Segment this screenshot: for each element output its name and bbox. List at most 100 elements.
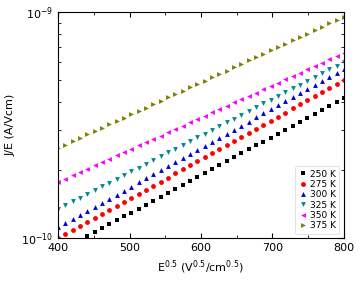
275 K: [151, 184, 156, 187]
250 K: [173, 187, 177, 191]
325 K: [158, 155, 163, 158]
325 K: [188, 139, 192, 143]
375 K: [180, 89, 185, 92]
275 K: [312, 94, 317, 98]
325 K: [129, 169, 134, 173]
350 K: [276, 81, 280, 84]
325 K: [247, 109, 251, 113]
350 K: [217, 107, 221, 111]
350 K: [158, 134, 163, 137]
375 K: [298, 35, 302, 39]
275 K: [180, 168, 185, 171]
300 K: [312, 83, 317, 87]
350 K: [107, 157, 112, 160]
375 K: [269, 49, 273, 52]
325 K: [276, 94, 280, 98]
325 K: [85, 192, 90, 196]
375 K: [100, 126, 104, 129]
375 K: [93, 129, 97, 133]
350 K: [151, 137, 156, 140]
275 K: [93, 216, 97, 220]
X-axis label: E$^{0.5}$ (V$^{0.5}$/cm$^{0.5}$): E$^{0.5}$ (V$^{0.5}$/cm$^{0.5}$): [157, 259, 244, 276]
300 K: [144, 177, 148, 180]
375 K: [283, 42, 287, 45]
250 K: [151, 199, 156, 202]
375 K: [254, 55, 258, 59]
275 K: [78, 224, 82, 228]
Line: 325 K: 325 K: [56, 60, 346, 212]
325 K: [71, 200, 75, 203]
250 K: [202, 171, 207, 175]
325 K: [291, 87, 295, 90]
325 K: [180, 143, 185, 147]
Line: 300 K: 300 K: [56, 66, 346, 230]
250 K: [210, 168, 214, 171]
350 K: [261, 88, 265, 91]
325 K: [239, 113, 243, 116]
375 K: [291, 39, 295, 42]
Line: 275 K: 275 K: [56, 78, 346, 241]
250 K: [180, 183, 185, 187]
350 K: [298, 71, 302, 74]
300 K: [180, 157, 185, 160]
275 K: [217, 147, 221, 151]
250 K: [276, 132, 280, 135]
250 K: [166, 191, 170, 195]
275 K: [232, 139, 236, 143]
350 K: [180, 124, 185, 127]
350 K: [247, 94, 251, 98]
325 K: [327, 68, 332, 71]
350 K: [327, 58, 332, 61]
300 K: [239, 124, 243, 127]
300 K: [225, 132, 229, 135]
350 K: [342, 51, 346, 55]
275 K: [202, 155, 207, 159]
300 K: [232, 128, 236, 131]
375 K: [173, 92, 177, 96]
275 K: [63, 233, 68, 236]
325 K: [283, 91, 287, 94]
300 K: [100, 201, 104, 204]
350 K: [239, 98, 243, 101]
250 K: [232, 156, 236, 159]
375 K: [136, 109, 141, 113]
325 K: [254, 105, 258, 109]
250 K: [334, 100, 339, 104]
300 K: [276, 103, 280, 107]
325 K: [232, 117, 236, 120]
325 K: [107, 181, 112, 184]
375 K: [166, 96, 170, 99]
325 K: [56, 207, 60, 211]
375 K: [188, 86, 192, 89]
275 K: [254, 127, 258, 131]
300 K: [305, 87, 309, 91]
250 K: [225, 160, 229, 163]
325 K: [320, 72, 324, 75]
375 K: [232, 65, 236, 69]
275 K: [85, 221, 90, 224]
300 K: [114, 193, 119, 196]
275 K: [173, 172, 177, 175]
300 K: [71, 217, 75, 221]
325 K: [269, 98, 273, 101]
275 K: [334, 82, 339, 86]
250 K: [261, 140, 265, 143]
350 K: [122, 150, 126, 154]
350 K: [136, 144, 141, 147]
300 K: [188, 152, 192, 156]
375 K: [247, 59, 251, 62]
250 K: [298, 120, 302, 124]
250 K: [114, 219, 119, 222]
375 K: [56, 146, 60, 150]
350 K: [114, 154, 119, 157]
300 K: [173, 160, 177, 164]
350 K: [305, 68, 309, 71]
350 K: [254, 91, 258, 94]
375 K: [312, 28, 317, 32]
350 K: [144, 140, 148, 144]
250 K: [291, 124, 295, 127]
325 K: [312, 75, 317, 79]
375 K: [334, 18, 339, 22]
250 K: [107, 223, 112, 226]
350 K: [225, 104, 229, 107]
